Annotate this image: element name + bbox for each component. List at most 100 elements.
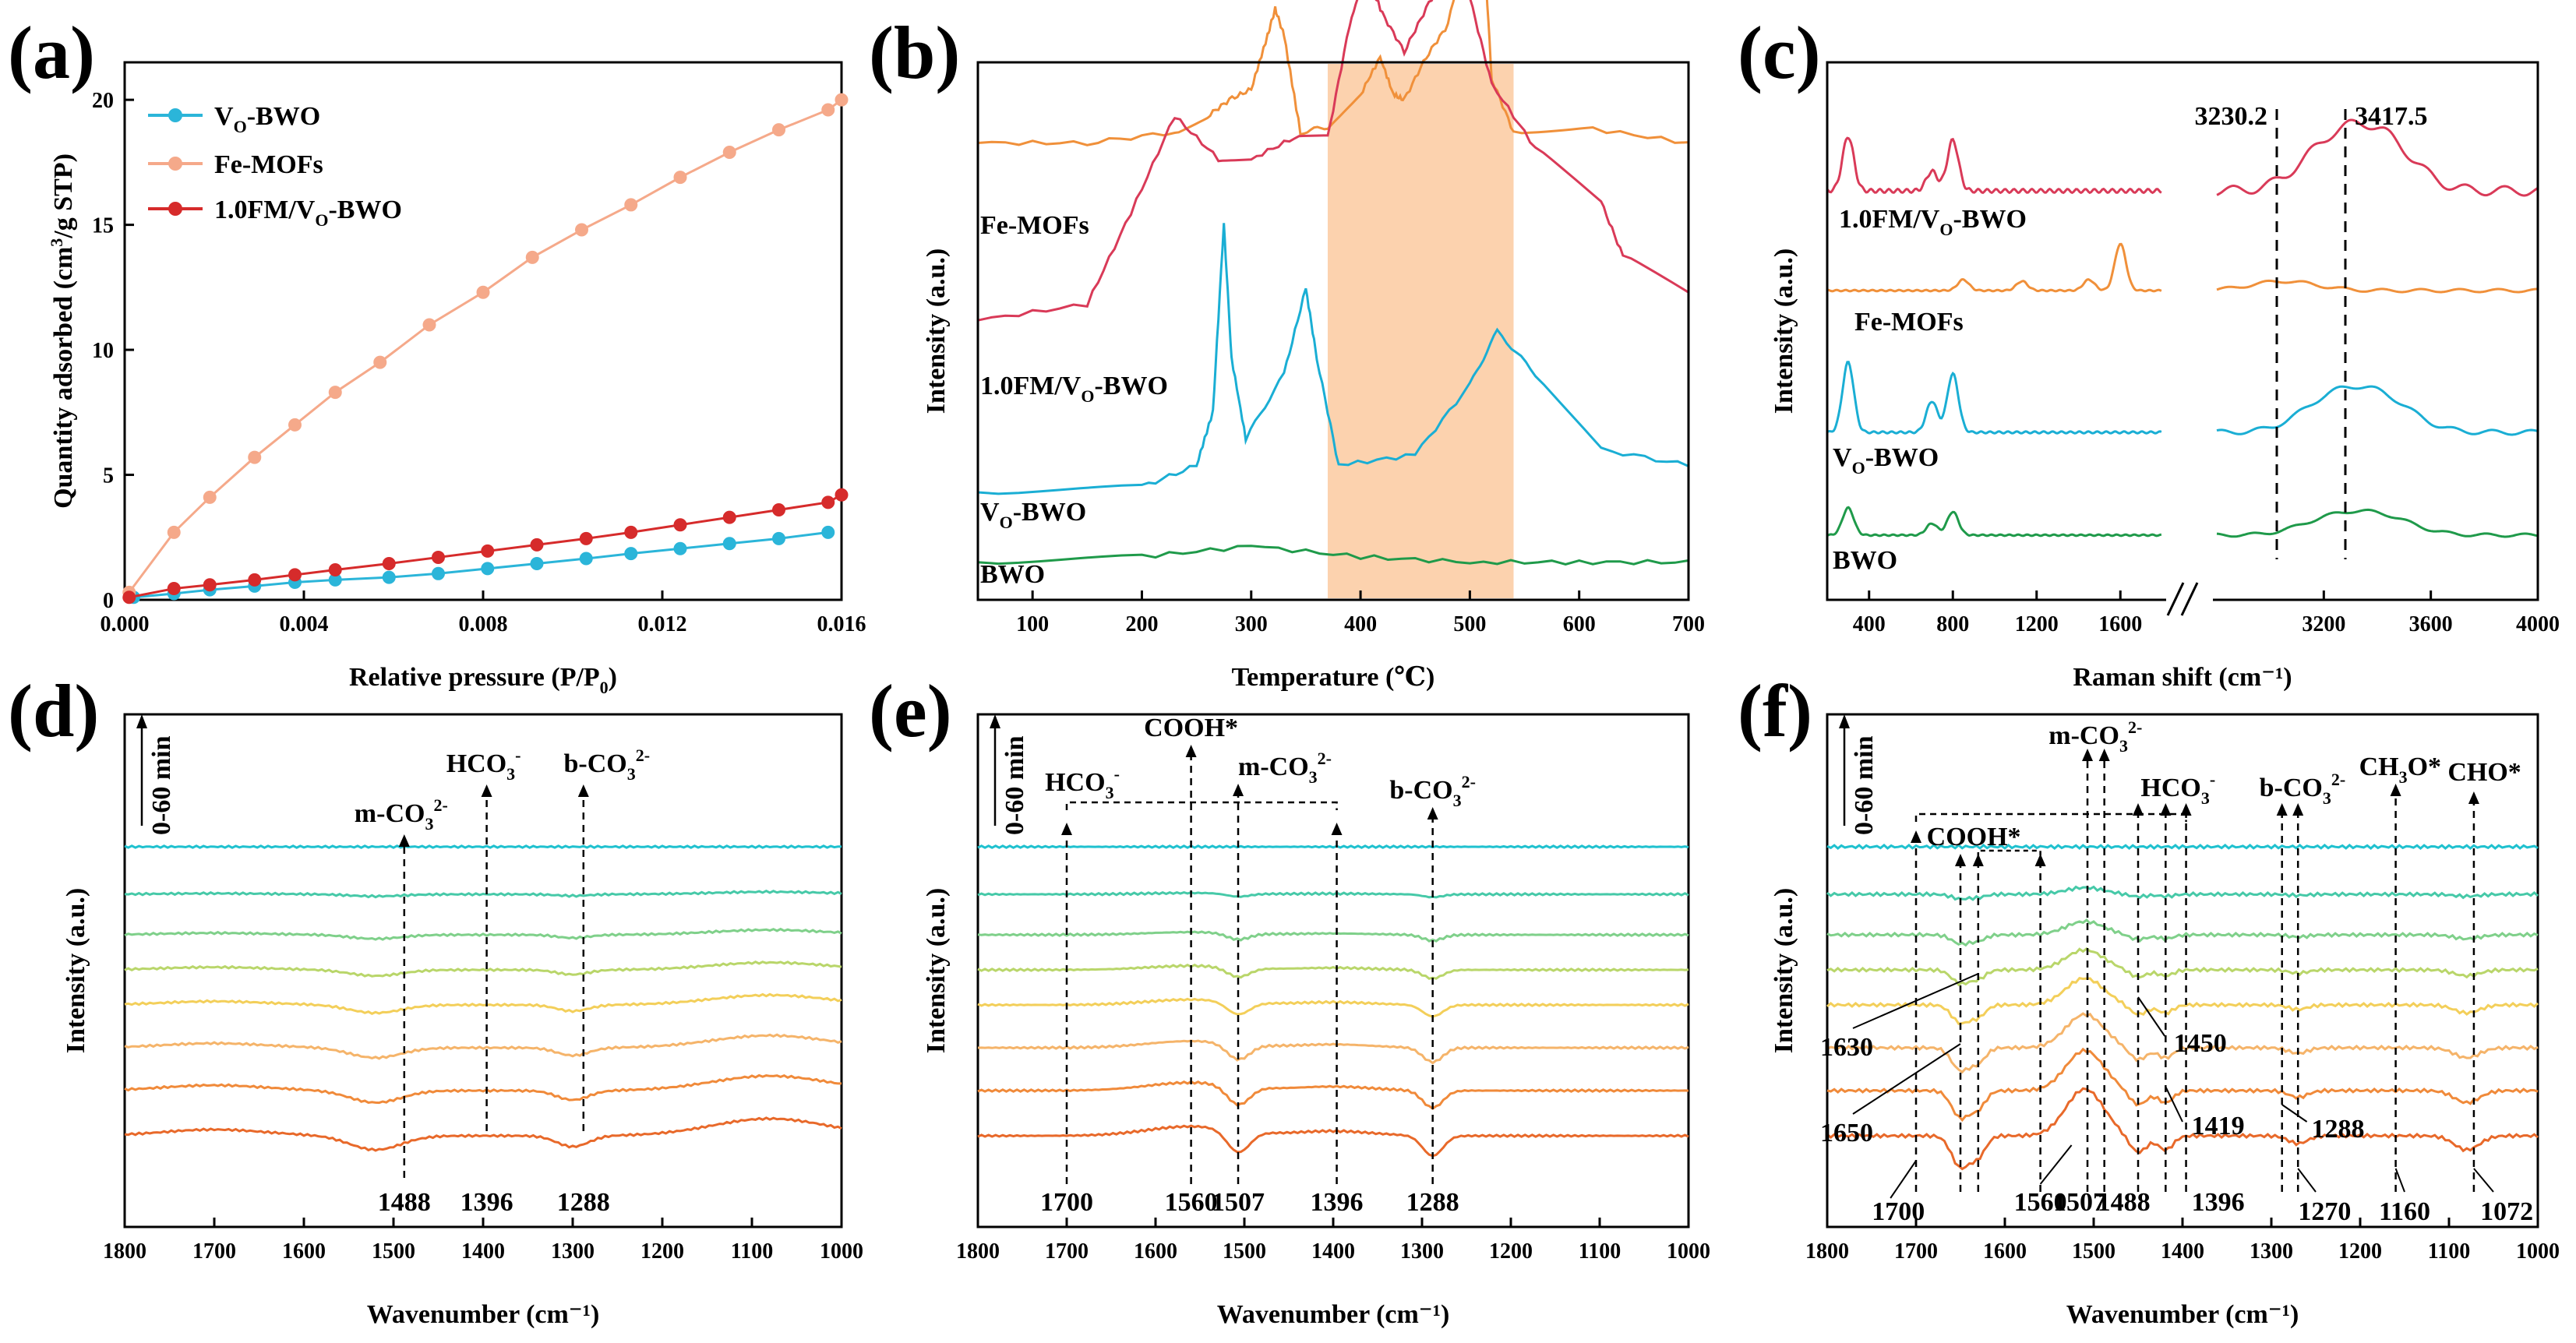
series-line bbox=[977, 0, 1689, 322]
x-axis-e: 1800 1700 1600 1500 1400 1300 1200 1100 1000 bbox=[956, 1218, 1710, 1264]
series-a bbox=[122, 93, 849, 605]
x-axis-f: 1800 1700 1600 1500 1400 1300 1200 1100 1000 bbox=[1805, 1218, 2560, 1264]
data-point bbox=[624, 198, 638, 212]
peak-value: 1072 bbox=[2480, 1197, 2533, 1226]
peak-value: 1700 bbox=[1872, 1197, 1925, 1226]
label-bwo-b: BWO bbox=[980, 560, 1045, 589]
x-axis-title-f: Wavenumber (cm⁻¹) bbox=[2066, 1300, 2299, 1329]
peak-arrow-head bbox=[481, 784, 492, 797]
label-superscript: - bbox=[1114, 764, 1120, 784]
data-point bbox=[328, 562, 342, 576]
label-subscript: 3 bbox=[2323, 788, 2331, 808]
y-axis-title-e: Intensity (a.u.) bbox=[922, 888, 951, 1054]
time-arrow-head bbox=[1839, 714, 1850, 728]
trace-line bbox=[1826, 885, 2539, 901]
leader-line bbox=[2165, 1086, 2183, 1123]
legend-label-vo-bwo: VO-BWO bbox=[214, 102, 320, 136]
series-b bbox=[977, 0, 1689, 566]
label-subscript: 3 bbox=[627, 764, 636, 784]
x-axis-d: 1800 1700 1600 1500 1400 1300 1200 1100 1000 bbox=[103, 1218, 863, 1264]
data-point bbox=[288, 418, 302, 432]
peak-value: 1288 bbox=[2312, 1115, 2365, 1144]
data-point bbox=[432, 550, 445, 564]
panel-label-f: (f) bbox=[1738, 669, 1812, 753]
plot-frame-b bbox=[976, 61, 1690, 601]
legend-a: VO-BWO Fe-MOFs 1.0FM/VO-BWO bbox=[148, 102, 402, 230]
group-label-cho: CHO* bbox=[2447, 758, 2521, 787]
data-point bbox=[530, 538, 544, 552]
panel-f: (f) 1800 1700 1600 1500 1400 1300 1200 1100 1000… bbox=[1738, 669, 2560, 1329]
leader-line bbox=[1852, 1043, 1961, 1115]
reference-label-3230: 3230.2 bbox=[2195, 102, 2268, 131]
data-point bbox=[530, 556, 544, 570]
data-point bbox=[772, 531, 785, 545]
series-line bbox=[977, 223, 1689, 495]
data-point bbox=[722, 510, 736, 524]
x-tick-label: 1400 bbox=[461, 1239, 505, 1264]
label-part: m-CO bbox=[1238, 753, 1309, 781]
x-tick-label: 1100 bbox=[1579, 1239, 1621, 1264]
label-part: CH bbox=[2359, 753, 2399, 781]
x-tick-label: 400 bbox=[1853, 612, 1886, 636]
peak-value: 1270 bbox=[2298, 1197, 2351, 1226]
peak-value: 1507 bbox=[1212, 1188, 1265, 1217]
time-arrow-label: 0-60 min bbox=[147, 735, 176, 835]
trace-line bbox=[124, 992, 842, 1015]
leader-line bbox=[1890, 1160, 1917, 1199]
peak-value: 1560 bbox=[1165, 1188, 1218, 1217]
data-point bbox=[821, 103, 835, 117]
x-tick-label: 800 bbox=[1936, 612, 1969, 636]
data-point bbox=[382, 570, 396, 584]
label-superscript: 2- bbox=[433, 795, 447, 815]
series-line bbox=[1826, 136, 2162, 195]
data-point bbox=[481, 544, 495, 558]
group-label-hco3: HCO3- bbox=[2140, 770, 2215, 808]
panel-label-c: (c) bbox=[1738, 11, 1821, 94]
x-axis-title-b: Temperature (℃) bbox=[1232, 663, 1435, 692]
x-axis-a: 0.000 0.004 0.008 0.012 0.016 bbox=[101, 590, 866, 636]
y-tick-label: 0 bbox=[103, 589, 114, 613]
trace-line bbox=[977, 1039, 1689, 1065]
legend-marker-fm-vo-bwo bbox=[168, 202, 182, 216]
x-tick-label: 1200 bbox=[2338, 1239, 2382, 1264]
x-tick-label: 1000 bbox=[820, 1239, 863, 1264]
label-fm-vo-bwo-b: 1.0FM/VO-BWO bbox=[980, 372, 1168, 406]
peak-label: HCO3- bbox=[446, 746, 521, 784]
series-line bbox=[977, 545, 1689, 566]
x-tick-label: 1700 bbox=[1045, 1239, 1089, 1264]
bracket bbox=[1065, 801, 1338, 810]
time-arrow-label: 0-60 min bbox=[1850, 735, 1879, 835]
group-label-b-co3: b-CO32- bbox=[2260, 770, 2346, 808]
peak-value: 1288 bbox=[1406, 1188, 1459, 1217]
panel-c: (c) 400 800 1200 1600 3200 3600 4000 3230.2 34… bbox=[1738, 11, 2560, 692]
peak-value: 1650 bbox=[1820, 1119, 1873, 1147]
peak-value: 1396 bbox=[461, 1188, 513, 1217]
data-point bbox=[673, 541, 687, 555]
x-tick-label: 1300 bbox=[2250, 1239, 2293, 1264]
label-vo-bwo-c: VO-BWO bbox=[1833, 443, 1939, 478]
panel-b: (b) 100 200 300 400 500 600 700 Fe-MOFs 1.0FM/… bbox=[869, 0, 1705, 692]
data-point bbox=[248, 450, 262, 464]
label-part: m-CO bbox=[2048, 721, 2119, 750]
y-axis-title-f: Intensity (a.u.) bbox=[1770, 888, 1798, 1054]
peak-arrow-head bbox=[1331, 823, 1343, 835]
data-point bbox=[673, 518, 687, 532]
x-axis-c: 400 800 1200 1600 3200 3600 4000 bbox=[1853, 590, 2560, 636]
traces-e bbox=[977, 844, 1689, 1158]
panel-label-a: (a) bbox=[8, 11, 95, 94]
peak-arrow-head bbox=[2276, 803, 2288, 816]
data-point bbox=[122, 590, 136, 605]
label-subscript: 3 bbox=[1106, 783, 1114, 802]
x-tick-label: 500 bbox=[1453, 612, 1486, 636]
peak-label: m-CO32- bbox=[355, 795, 448, 834]
label-part: HCO bbox=[1045, 768, 1105, 797]
x-axis-title-a: Relative pressure (P/P0) bbox=[349, 663, 617, 697]
label-fe-mofs-b: Fe-MOFs bbox=[980, 211, 1089, 240]
time-arrow-head bbox=[136, 714, 147, 728]
trace-line bbox=[124, 1033, 842, 1060]
time-arrow-head bbox=[990, 714, 1000, 728]
data-point bbox=[373, 355, 387, 369]
peak-arrow-head bbox=[1955, 854, 1966, 866]
